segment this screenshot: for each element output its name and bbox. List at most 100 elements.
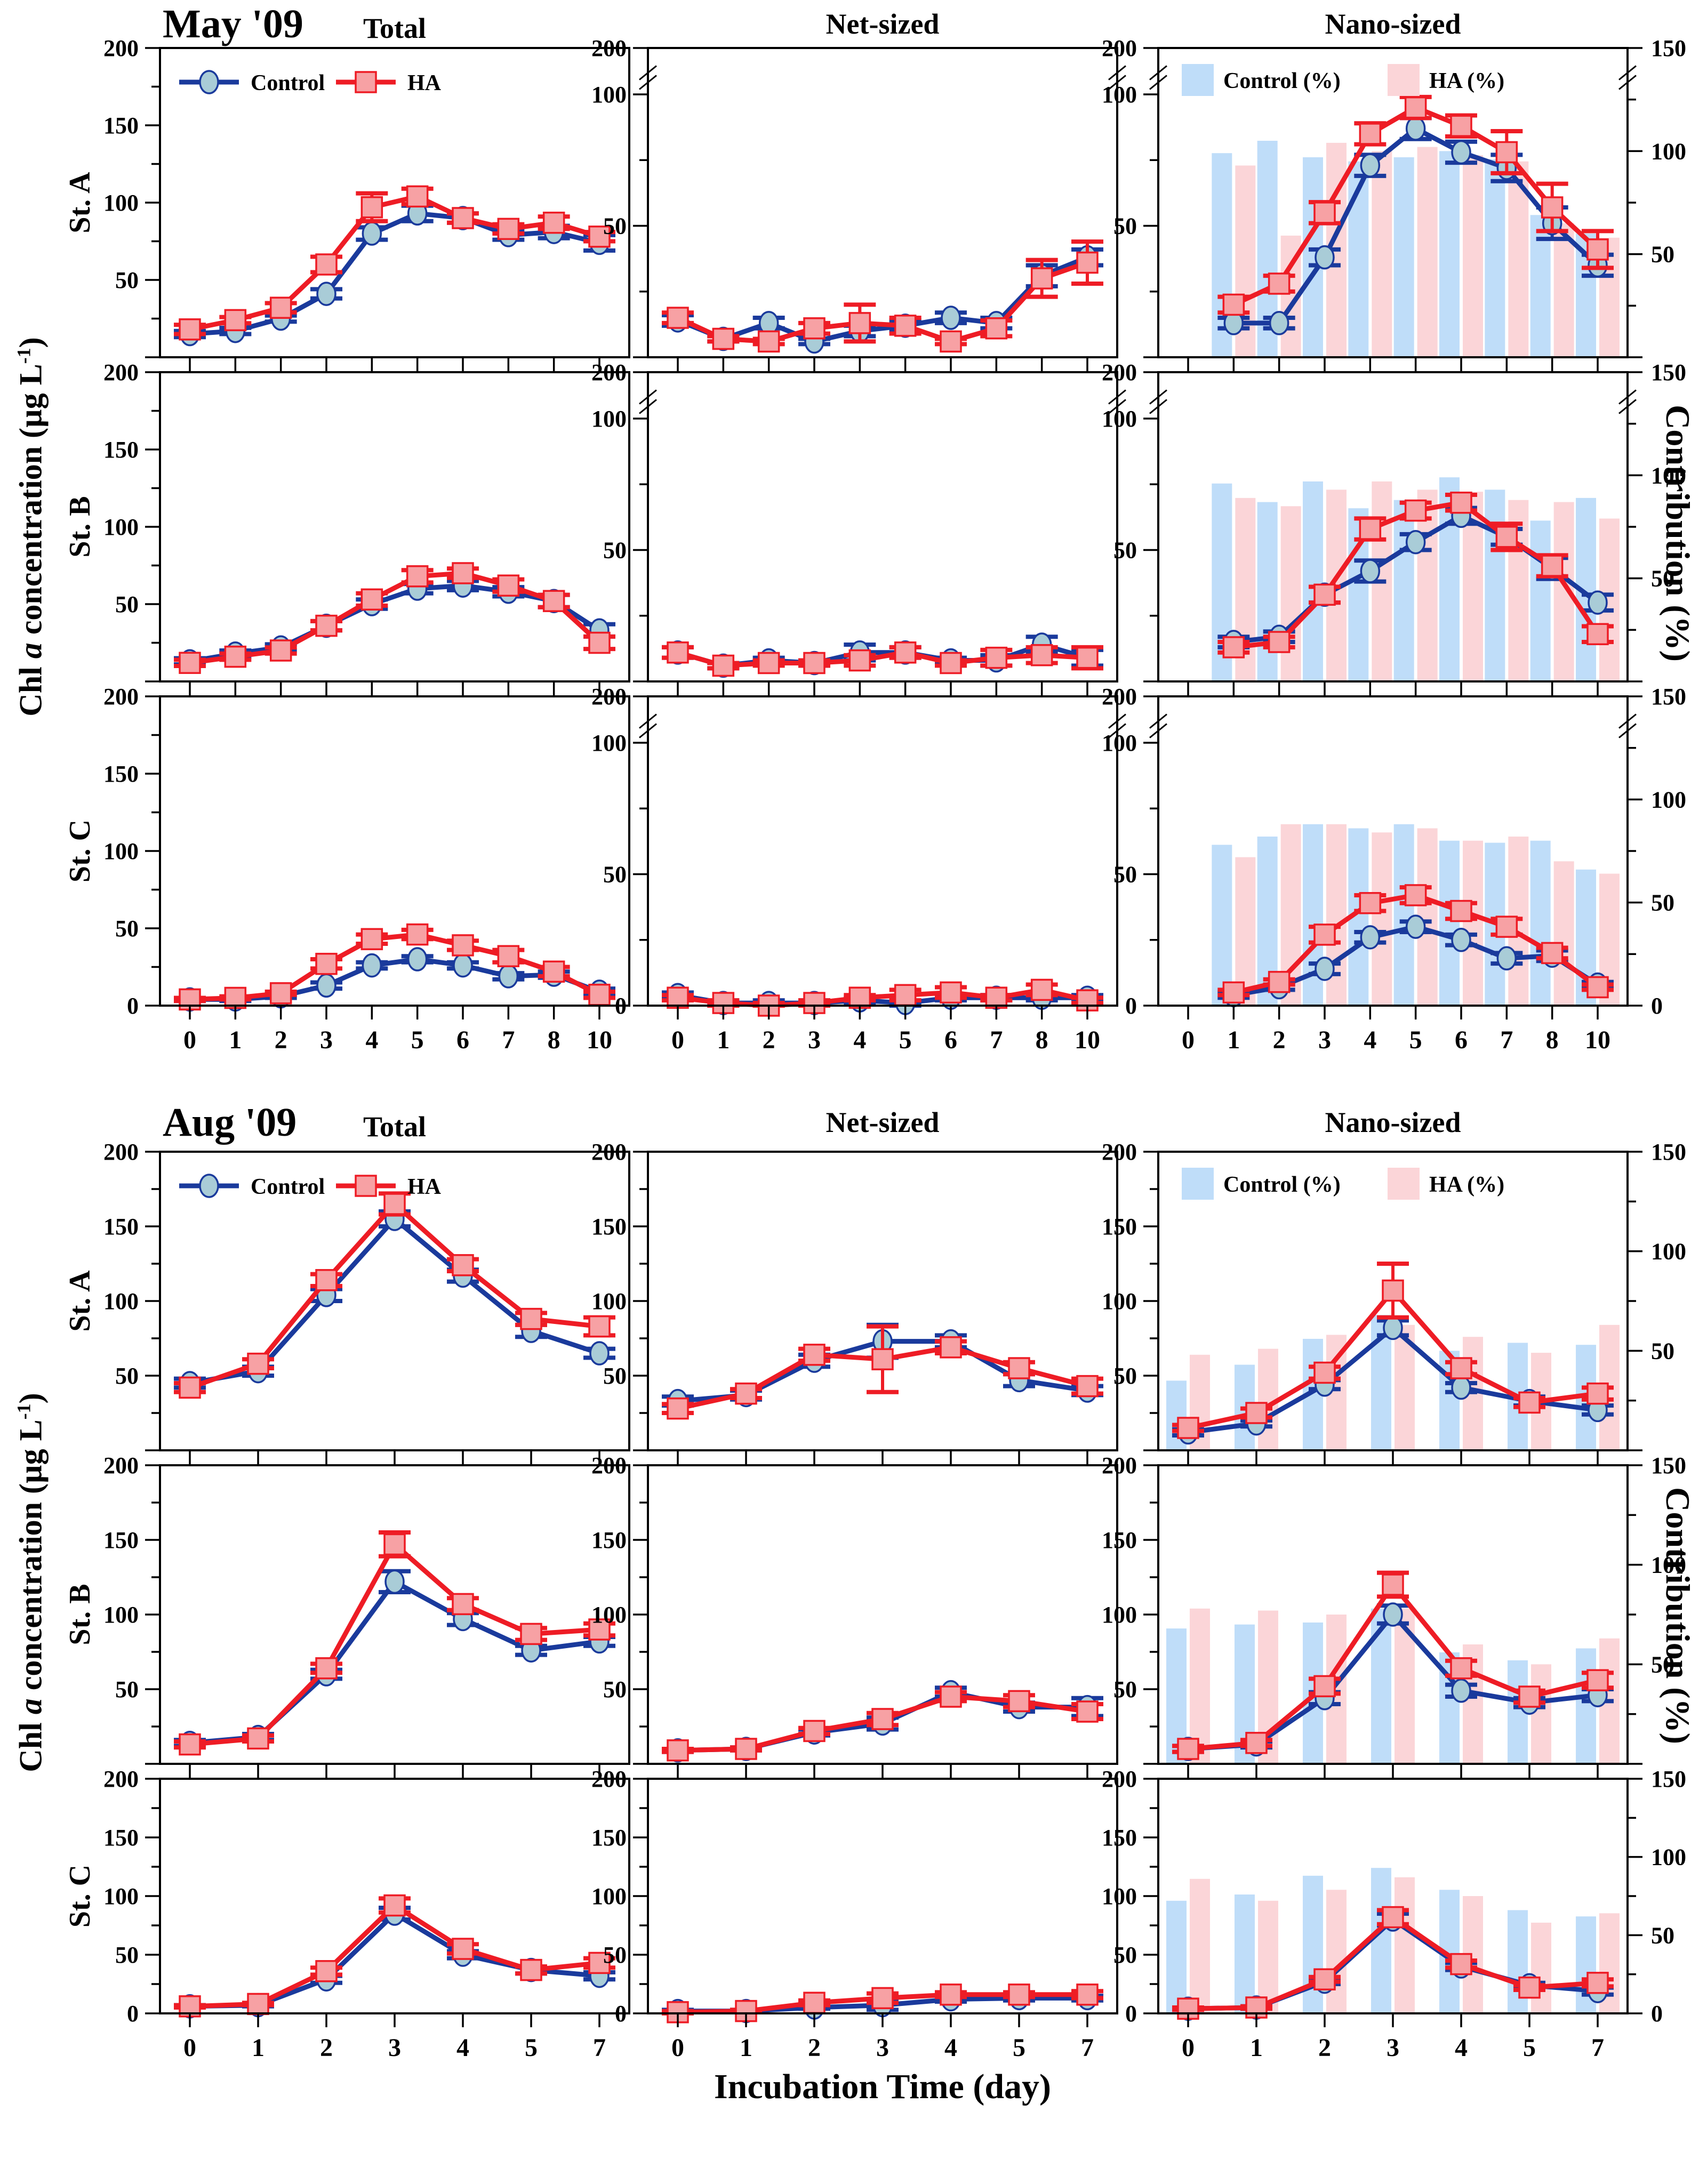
x-tick-label: 7 [1591,2034,1604,2062]
svg-text:200: 200 [591,1766,627,1792]
svg-text:200: 200 [103,684,139,710]
axis-ticks: 50 100 150 200 [103,1452,600,1778]
y-title-sup: -1 [13,348,35,364]
y-title-italic: a [13,1698,49,1715]
svg-text:100: 100 [1102,1602,1137,1628]
panel-may-stb-net: 50 100 200 [591,359,1126,695]
x-tick-label: 10 [1585,1026,1610,1054]
svg-text:50: 50 [1651,1338,1674,1364]
axis-ticks: 0 50 100 150 200 0 1 2 3 4 5 6 7 8 10 [103,684,612,1054]
svg-text:100: 100 [103,1602,139,1628]
svg-text:50: 50 [115,1942,139,1968]
ha-series [662,239,1103,353]
svg-text:100: 100 [1102,406,1137,432]
svg-text:50: 50 [1651,566,1674,592]
svg-text:100: 100 [103,1288,139,1314]
svg-text:100: 100 [1651,1239,1686,1265]
x-tick-label: 3 [1387,2034,1399,2062]
svg-text:0: 0 [1125,2001,1137,2027]
x-tick-label: 3 [808,1026,821,1054]
panel-may-stc-net: 0 50 100 200 0 1 2 3 4 5 6 7 8 10 [591,684,1126,1054]
svg-text:100: 100 [103,190,139,216]
svg-text:50: 50 [115,591,139,617]
panel-may-stb-nano: 50 100 200 50 100 150 [1102,359,1686,695]
panel-aug-stc-net: 0 50 100 150 200 0 1 2 3 4 5 7 [591,1766,1118,2062]
svg-text:150: 150 [591,1214,627,1240]
svg-text:100: 100 [591,1602,627,1628]
legend-label-ha: HA [407,1175,442,1199]
y-axis-title-aug: Chl a concentration (µg L-1) [13,1393,50,1772]
x-tick-label: 7 [593,2034,606,2062]
x-tick-label: 7 [1081,2034,1094,2062]
svg-text:150: 150 [103,761,139,787]
svg-text:150: 150 [1651,1139,1686,1165]
svg-text:50: 50 [1113,1676,1137,1703]
x-tick-label: 2 [763,1026,775,1054]
panel-aug-stc-total: 0 50 100 150 200 0 1 2 3 4 5 7 [103,1766,630,2062]
panel-may-stc-nano: 0 50 100 200 0 50 100 150 0 1 2 3 4 5 6 7 8 10 [1102,684,1686,1054]
axis-ticks: 0 50 100 200 0 1 2 3 4 5 6 7 8 10 [591,684,1126,1054]
x-tick-label: 2 [808,2034,821,2062]
axis-ticks: 50 100 200 [591,35,1126,371]
x-tick-label: 8 [548,1026,560,1054]
axis-ticks: 50 100 150 200 [591,1452,1088,1778]
x-tick-label: 8 [1546,1026,1559,1054]
svg-text:50: 50 [1651,890,1674,916]
x-tick-label: 7 [990,1026,1003,1054]
svg-text:100: 100 [103,514,139,540]
x-tick-label: 1 [1227,1026,1240,1054]
svg-text:50: 50 [1113,213,1137,239]
svg-text:50: 50 [603,1363,627,1389]
ha-series [662,1324,1103,1420]
svg-text:150: 150 [1651,35,1686,61]
x-tick-label: 8 [1036,1026,1048,1054]
bar-legend: Control (%) HA (%) [1182,64,1504,96]
svg-text:200: 200 [103,35,139,61]
x-tick-label: 2 [275,1026,287,1054]
y-title-post: ) [13,337,49,348]
x-tick-label: 0 [183,1026,196,1054]
x-tick-label: 0 [1182,2034,1195,2062]
block-title-aug: Aug '09 [163,1100,297,1145]
svg-text:100: 100 [1651,1552,1686,1578]
svg-text:0: 0 [127,993,139,1019]
panel-may-stc-total: 0 50 100 150 200 0 1 2 3 4 5 6 7 8 10 [103,684,630,1054]
panel-aug-stb-net: 50 100 150 200 [591,1452,1118,1778]
x-tick-label: 4 [1455,2034,1468,2062]
ha-series [174,1530,615,1756]
svg-text:100: 100 [1102,1883,1137,1909]
svg-text:150: 150 [1102,1214,1137,1240]
x-tick-label: 5 [525,2034,538,2062]
svg-text:100: 100 [103,1883,139,1909]
svg-text:50: 50 [115,267,139,293]
col-title-aug-total: Total [363,1111,427,1143]
line-legend: Control HA [179,70,442,95]
panel-aug-stc-nano: 0 50 100 150 200 0 50 100 150 0 1 2 3 4 5 7 [1102,1766,1686,2062]
x-tick-label: 5 [899,1026,912,1054]
col-title-aug-nano: Nano-sized [1325,1106,1461,1138]
axis-ticks: 50 100 150 200 [103,35,600,371]
svg-text:100: 100 [591,406,627,432]
col-title-aug-net: Net-sized [826,1106,940,1138]
svg-text:50: 50 [603,213,627,239]
svg-text:150: 150 [103,437,139,463]
x-tick-label: 3 [876,2034,889,2062]
x-axis-title: Incubation Time (day) [714,2067,1052,2106]
svg-text:150: 150 [103,113,139,139]
axis-ticks: 0 50 100 150 200 0 1 2 3 4 5 7 [103,1766,606,2062]
y-axis-title-may: Chl a concentration (µg L-1) [13,337,50,716]
panel-aug-stb-total: 50 100 150 200 [103,1452,630,1778]
x-tick-label: 6 [944,1026,957,1054]
x-tick-label: 5 [1523,2034,1536,2062]
x-tick-label: 4 [853,1026,866,1054]
svg-text:150: 150 [1651,359,1686,386]
x-tick-label: 0 [671,2034,684,2062]
x-tick-label: 2 [320,2034,333,2062]
axis-ticks: 50 100 150 200 [103,1139,600,1464]
svg-text:0: 0 [615,993,627,1019]
svg-text:200: 200 [103,1139,139,1165]
svg-text:200: 200 [1102,1452,1137,1479]
x-tick-label: 3 [388,2034,401,2062]
svg-text:0: 0 [127,2001,139,2027]
